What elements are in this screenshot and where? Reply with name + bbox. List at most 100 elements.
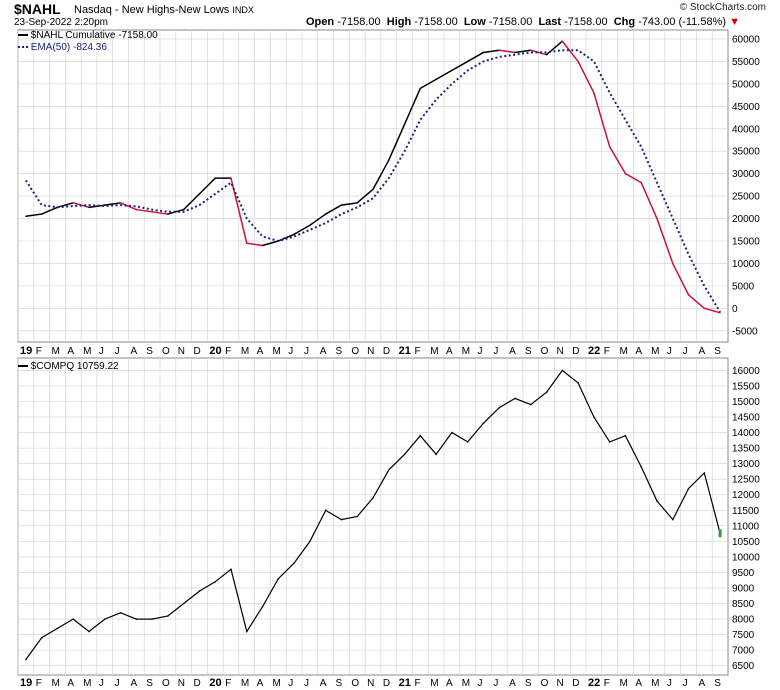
x-tick-label: 22 [588,677,600,689]
ema-swatch [18,46,28,49]
x-tick-label: A [635,678,642,689]
y-tick-label-upper: -5000 [732,326,758,337]
compq-point [387,469,390,471]
legend-compq: $COMPQ 10759.22 [18,361,119,372]
last-bar-marker [718,529,722,538]
y-tick-label-upper: 15000 [732,236,760,247]
nahl-segment [372,159,390,191]
x-tick-label: A [698,346,705,357]
x-tick-label: J [99,678,104,689]
nahl-segment [640,181,658,220]
x-tick-label: J [478,678,483,689]
compq-point [529,403,532,406]
compq-point [167,615,169,617]
y-tick-label-lower: 8500 [732,599,755,610]
x-tick-label: S [525,346,532,357]
x-tick-label: S [525,678,532,689]
x-tick-label: J [493,678,498,689]
x-tick-label: A [509,678,516,689]
x-tick-label: F [604,678,610,689]
compq-point [703,472,706,474]
x-tick-label: M [430,346,438,357]
compq-point [451,431,453,434]
y-tick-label-upper: 20000 [732,214,760,225]
x-tick-label: 21 [399,345,411,357]
x-tick-label: M [52,678,60,689]
compq-point [324,509,327,512]
compq-point [671,518,674,521]
nahl-segment [593,92,611,148]
lower-frame [17,357,729,676]
x-tick-label: F [604,346,610,357]
nahl-segment [340,202,358,206]
x-tick-label: N [178,346,185,357]
nahl-segment [451,60,469,72]
y-tick-label-lower: 9000 [732,583,755,594]
nahl-segment [104,202,122,206]
legend-ema: EMA(50) -824.36 [18,42,107,53]
x-tick-label: S [336,346,343,357]
compq-point [182,602,185,605]
compq-swatch [18,365,28,368]
compq-point [88,630,90,633]
nahl-segment [25,213,43,218]
x-tick-label: A [509,346,516,357]
x-tick-label: J [99,346,104,357]
x-tick-label: J [667,678,672,689]
y-tick-label-lower: 14500 [732,413,760,424]
compq-point [40,636,43,639]
x-tick-label: A [257,678,264,689]
x-tick-label: N [178,678,185,689]
compq-point [656,500,658,502]
x-tick-label: 19 [20,677,32,689]
x-tick-label: A [446,346,453,357]
y-tick-label-upper: 30000 [732,169,760,180]
compq-point [514,397,516,400]
nahl-segment [624,172,642,184]
x-tick-label: S [336,678,343,689]
nahl-segment [561,40,579,63]
compq-point [466,441,469,443]
x-tick-label: 19 [20,345,32,357]
nahl-segment [324,204,343,215]
compq-point [372,497,374,499]
last-value: -7158.00 [564,16,608,28]
compq-point [56,627,59,630]
x-tick-label: J [493,346,498,357]
x-tick-label: F [414,678,420,689]
compq-point [419,434,422,437]
x-tick-label: M [651,678,659,689]
compq-point [119,612,122,614]
y-tick-label-lower: 16000 [732,366,760,377]
symbol-title: $NAHL [14,1,61,17]
y-tick-label-lower: 11000 [732,521,760,532]
open-label: Open [306,16,335,28]
nahl-segment [293,224,311,236]
compq-point [230,568,232,571]
y-tick-label-lower: 15500 [732,381,760,392]
compq-point [640,465,643,468]
compq-point [356,515,359,518]
compq-point [25,658,27,661]
exchange-label: INDX [232,5,254,15]
x-tick-label: S [146,678,153,689]
compq-line [25,369,721,660]
legend-nahl: $NAHL Cumulative -7158.00 [18,30,158,41]
x-tick-label: 22 [588,345,600,357]
x-tick-label: M [651,346,659,357]
compq-point [151,618,153,620]
x-tick-label: M [430,678,438,689]
x-tick-label: J [478,346,483,357]
chart-date: 23-Sep-2022 2:20pm [14,17,108,28]
x-tick-label: S [714,678,721,689]
chg-value: -743.00 (-11.58%) [638,16,727,28]
y-tick-label-lower: 13000 [732,459,760,470]
x-tick-label: O [351,346,359,357]
y-tick-label-lower: 15000 [732,397,760,408]
brand-watermark: © StockCharts.com [679,2,766,13]
x-tick-label: M [83,346,91,357]
nahl-swatch [18,34,28,37]
nahl-segment [182,193,201,211]
compq-point [214,580,217,583]
